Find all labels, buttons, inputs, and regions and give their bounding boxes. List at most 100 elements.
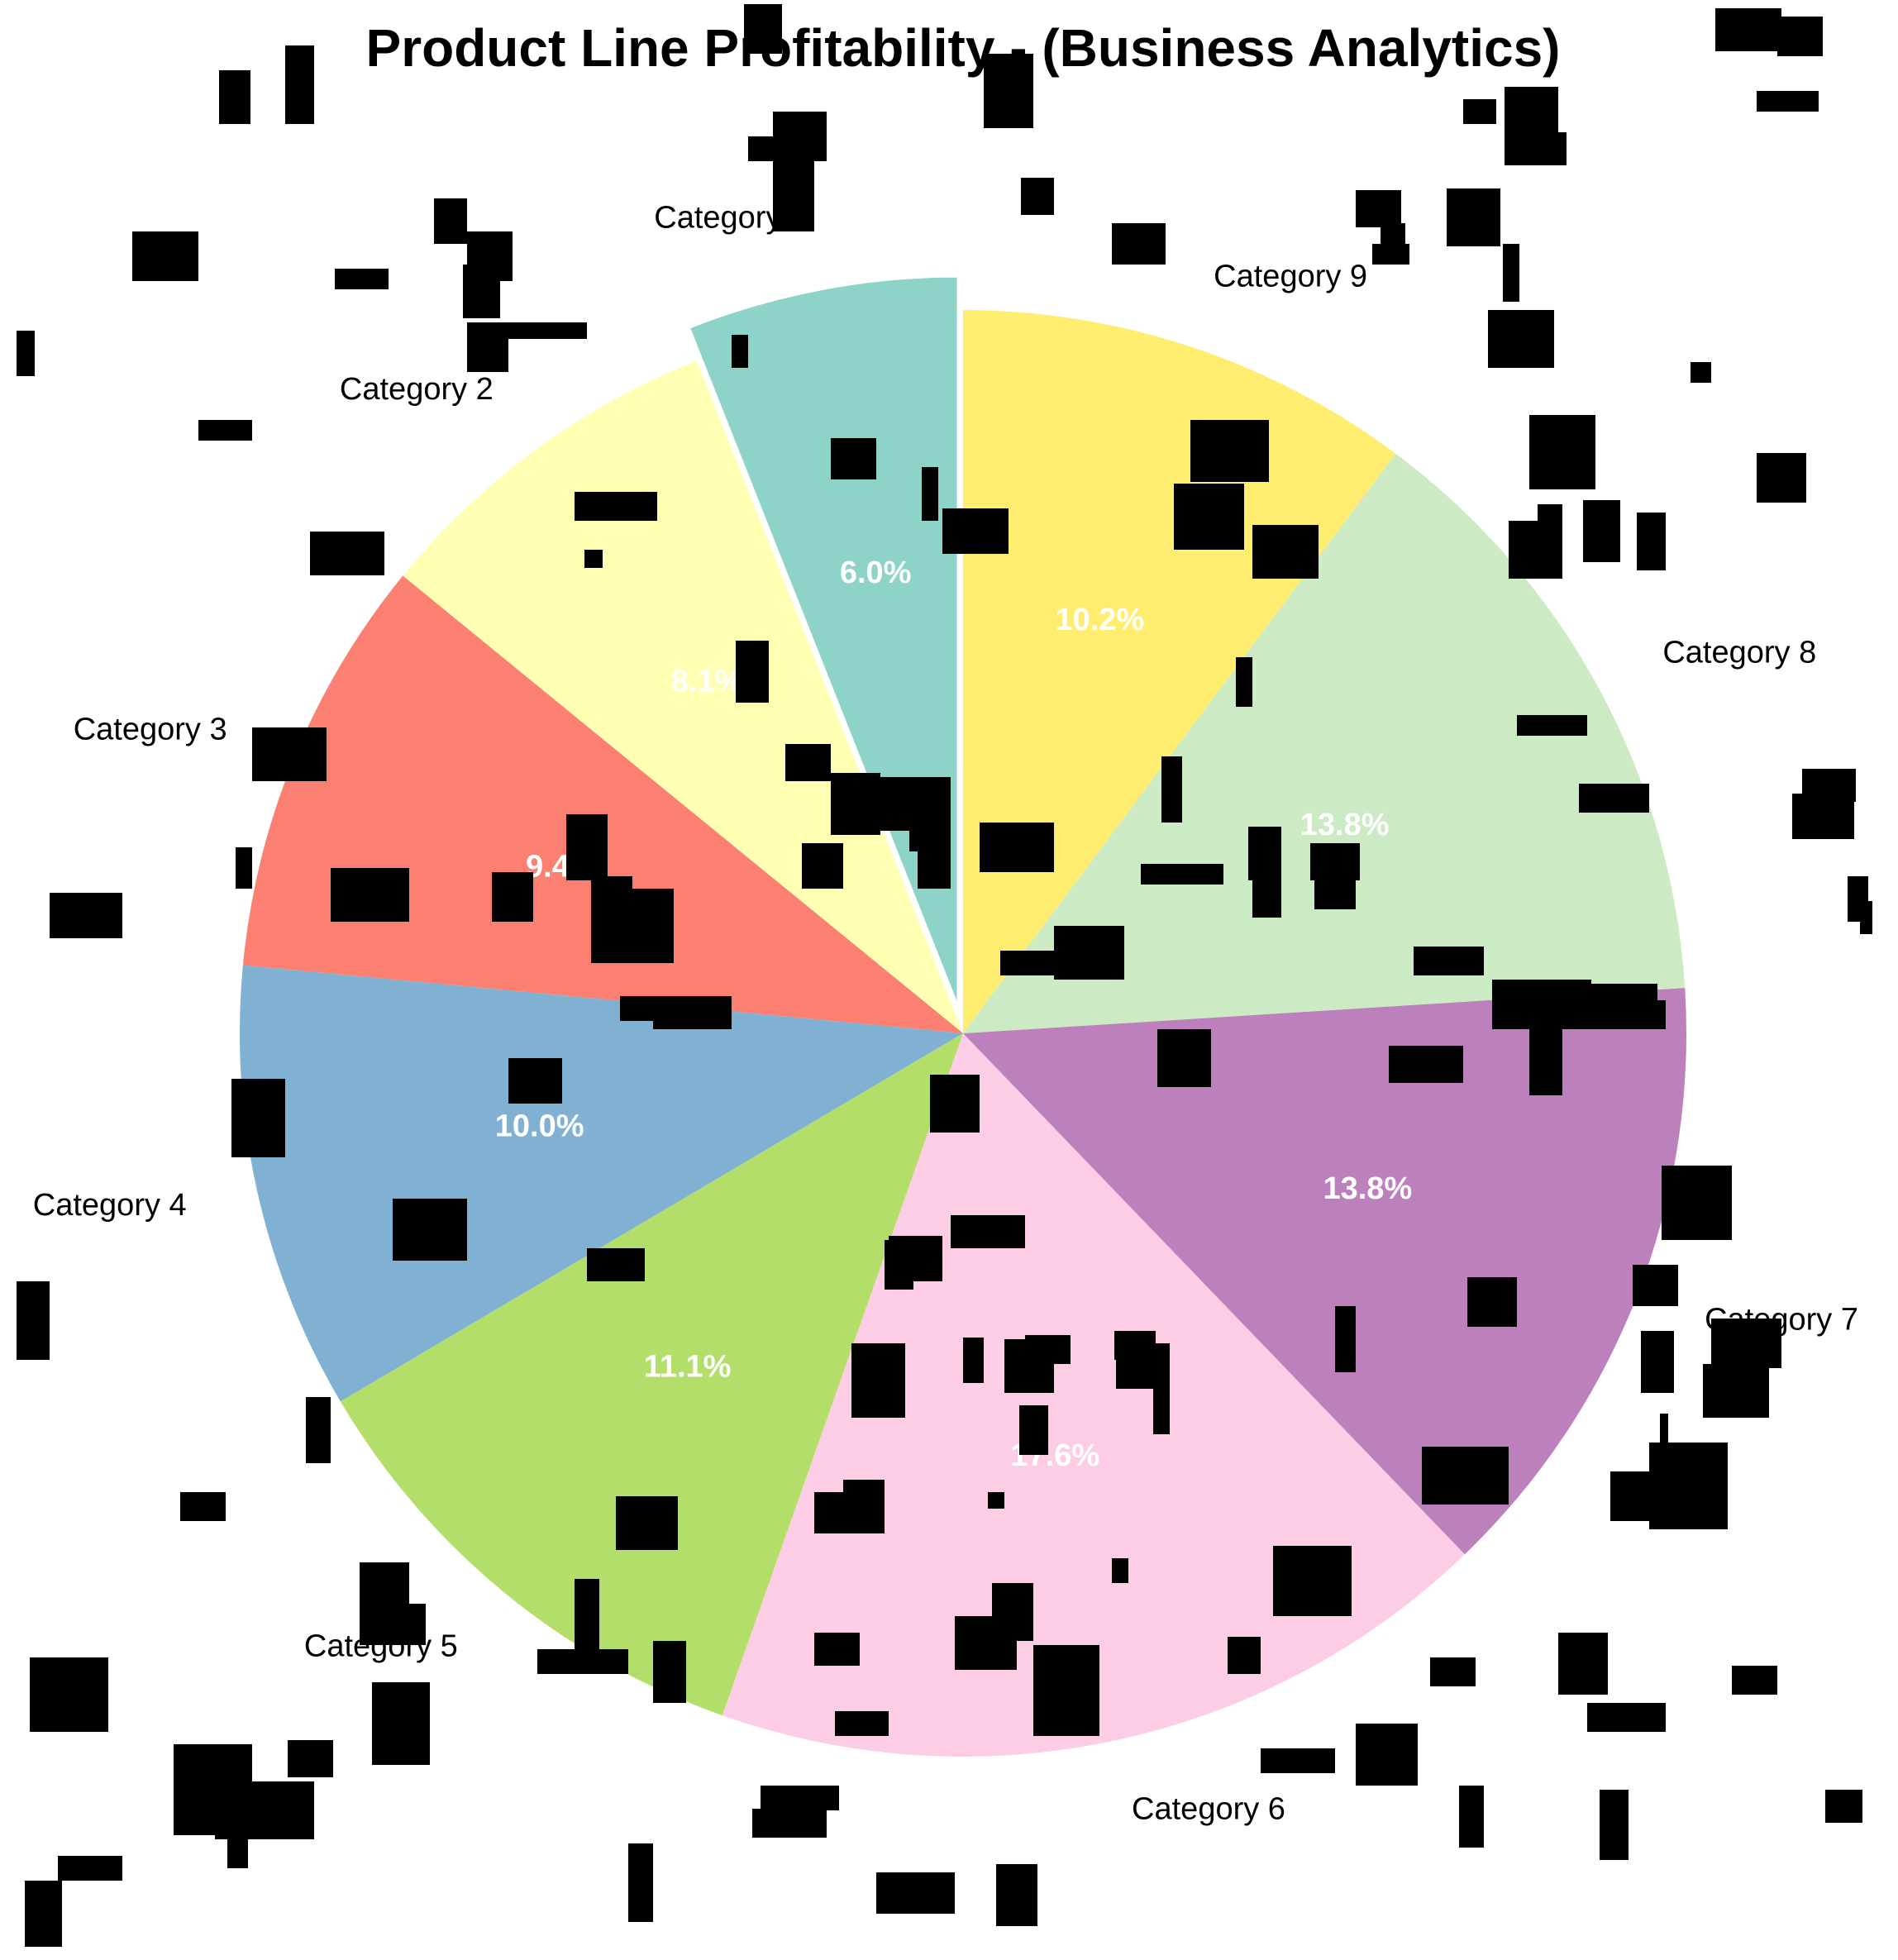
category-label-4: Category 4 <box>33 1188 187 1223</box>
redaction-box <box>1529 1025 1562 1095</box>
redaction-box <box>463 265 500 318</box>
redaction-box <box>1792 794 1854 839</box>
category-label-2: Category 2 <box>340 372 494 407</box>
redaction-box <box>744 4 782 54</box>
category-label-8: Category 8 <box>1662 636 1816 670</box>
redaction-box <box>310 532 384 575</box>
redaction-box <box>1757 91 1819 112</box>
category-label-9: Category 9 <box>1214 260 1367 294</box>
redaction-box <box>1600 1790 1629 1860</box>
redaction-box <box>1488 310 1554 368</box>
redaction-box <box>1777 17 1823 56</box>
redaction-box <box>1389 1046 1463 1083</box>
redaction-box <box>335 269 389 289</box>
redaction-box <box>996 1864 1037 1926</box>
redaction-box <box>537 1649 628 1674</box>
redaction-box <box>1503 244 1519 302</box>
percent-label-2: 8.1% <box>671 664 743 699</box>
redaction-box <box>752 1809 827 1838</box>
redaction-box <box>918 814 951 889</box>
redaction-box <box>198 420 252 441</box>
redaction-box <box>1021 178 1054 215</box>
redaction-box <box>1430 1657 1476 1686</box>
redaction-box <box>653 996 732 1029</box>
redaction-box <box>736 641 769 703</box>
redaction-box <box>628 1843 653 1922</box>
redaction-box <box>393 1199 467 1261</box>
pie-slice-3 <box>242 575 963 1033</box>
redaction-box <box>288 1740 333 1777</box>
redaction-box <box>1161 756 1182 823</box>
redaction-box <box>732 335 748 368</box>
redaction-box <box>814 1633 860 1666</box>
redaction-box <box>930 1075 980 1133</box>
pie-slice-4 <box>239 965 963 1402</box>
redaction-box <box>467 322 508 372</box>
redaction-box <box>1703 1364 1769 1418</box>
redaction-box <box>219 70 250 124</box>
redaction-box <box>1715 8 1781 51</box>
redaction-box <box>17 1281 50 1360</box>
category-label-6: Category 6 <box>1132 1792 1285 1827</box>
redaction-box <box>802 843 843 889</box>
redaction-box <box>1157 1029 1211 1087</box>
redaction-box <box>1252 525 1319 579</box>
redaction-box <box>1273 1546 1352 1616</box>
redaction-box <box>984 54 1033 128</box>
redaction-box <box>831 438 876 479</box>
redaction-box <box>1335 1306 1356 1372</box>
redaction-box <box>963 1338 984 1383</box>
redaction-box <box>876 1872 955 1914</box>
redaction-box <box>761 1786 839 1810</box>
category-label-3: Category 3 <box>74 712 227 746</box>
redaction-box <box>360 1604 426 1645</box>
redaction-box <box>1509 521 1562 579</box>
redaction-box <box>50 893 122 938</box>
redaction-box <box>575 1579 599 1653</box>
redaction-box <box>1252 847 1281 918</box>
redaction-box <box>1860 901 1872 934</box>
percent-label-8: 13.8% <box>1300 808 1390 842</box>
redaction-box <box>434 198 467 244</box>
redaction-box <box>1141 864 1223 885</box>
redaction-box <box>285 45 314 124</box>
percent-label-9: 10.2% <box>1055 603 1144 637</box>
redaction-box <box>132 231 198 281</box>
redaction-box <box>942 508 1009 554</box>
redaction-box <box>227 1831 248 1868</box>
redaction-box <box>1517 715 1587 736</box>
redaction-box <box>980 823 1054 872</box>
redaction-box <box>1660 1414 1668 1513</box>
redaction-box <box>1414 947 1484 975</box>
redaction-box <box>1633 1265 1678 1306</box>
redaction-box <box>1517 132 1567 165</box>
redaction-box <box>1691 362 1711 383</box>
redaction-box <box>215 1781 314 1839</box>
redaction-box <box>951 1215 1025 1248</box>
redaction-box <box>785 744 831 781</box>
pie-slice-5 <box>340 1033 964 1716</box>
redaction-box <box>851 1343 905 1418</box>
redaction-box <box>1825 1790 1862 1823</box>
redaction-box <box>1112 223 1166 265</box>
redaction-box <box>58 1856 122 1881</box>
redaction-box <box>1190 420 1269 482</box>
redaction-box <box>1153 1381 1170 1434</box>
redaction-overlay <box>17 4 1872 1947</box>
redaction-box <box>1447 188 1500 246</box>
redaction-box <box>1356 190 1401 227</box>
redaction-box <box>566 814 608 880</box>
redaction-box <box>508 1058 562 1104</box>
redaction-box <box>331 868 409 922</box>
pie-slice-8 <box>963 453 1686 1033</box>
redaction-box <box>1757 453 1806 503</box>
redaction-box <box>922 467 938 521</box>
redaction-box <box>814 1492 885 1533</box>
redaction-box <box>1261 1748 1335 1773</box>
chart-title: Product Line Profitability - (Business A… <box>366 18 1561 78</box>
percent-label-5: 11.1% <box>644 1350 732 1385</box>
pie-slice-9 <box>963 310 1396 1033</box>
redaction-box <box>616 1496 678 1550</box>
redaction-box <box>1529 415 1595 489</box>
pie-slices <box>239 277 1687 1757</box>
